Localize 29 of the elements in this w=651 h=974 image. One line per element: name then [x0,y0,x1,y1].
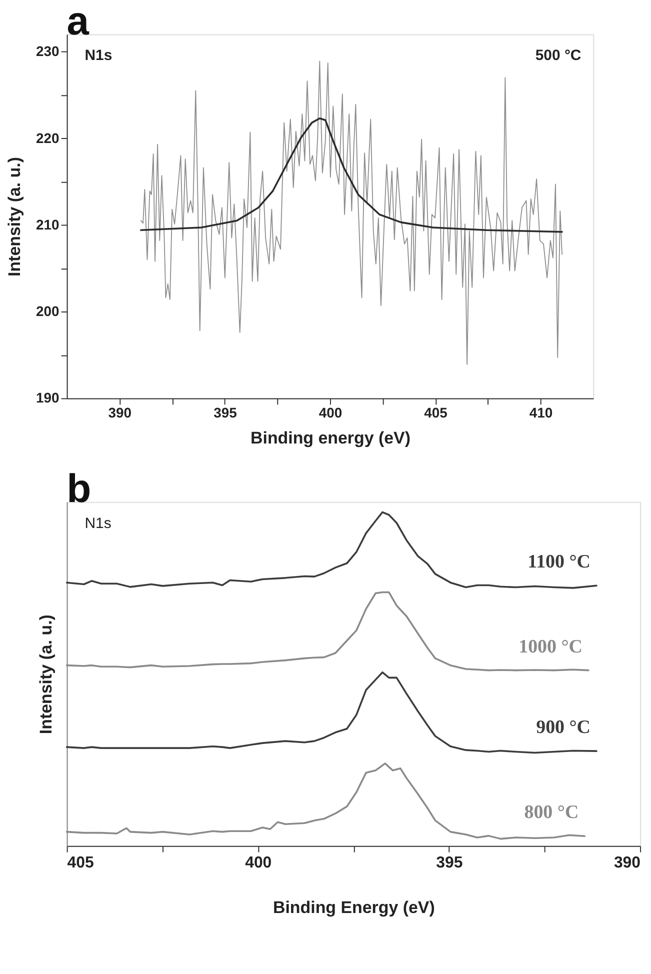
chart-title: b [66,466,92,511]
series-label: 900 °C [536,717,590,738]
line-series [140,60,562,365]
x-tick-label: 400 [318,404,342,421]
x-tick-label: 395 [436,854,463,872]
x-tick-label: 395 [214,404,238,421]
annotation: N1s [84,514,112,532]
x-tick-label: 400 [245,854,272,872]
series-label: 800 °C [524,802,579,824]
y-tick-label: 220 [36,130,60,146]
x-tick-label: 390 [614,854,641,872]
y-tick-label: 190 [36,390,60,406]
x-axis-title: Binding Energy (eV) [272,898,435,918]
y-axis-title: Intensity (a. u.) [5,156,24,277]
annotation: 500 °C [535,47,582,64]
annotation: N1s [84,47,112,64]
y-tick-label: 200 [36,303,60,320]
x-tick-label: 405 [424,404,448,421]
x-tick-label: 390 [108,404,132,421]
y-tick-label: 210 [36,216,60,232]
y-tick-label: 230 [36,43,60,60]
x-axis-title: Binding energy (eV) [250,428,410,448]
chart-title: a [66,0,90,44]
line-series [140,117,563,233]
x-tick-label: 410 [529,404,553,421]
x-tick-label: 405 [67,854,94,872]
y-axis-title: Intensity (a. u.) [36,614,56,734]
series-label: 1000 °C [518,636,582,658]
series-label: 1100 °C [528,552,590,573]
